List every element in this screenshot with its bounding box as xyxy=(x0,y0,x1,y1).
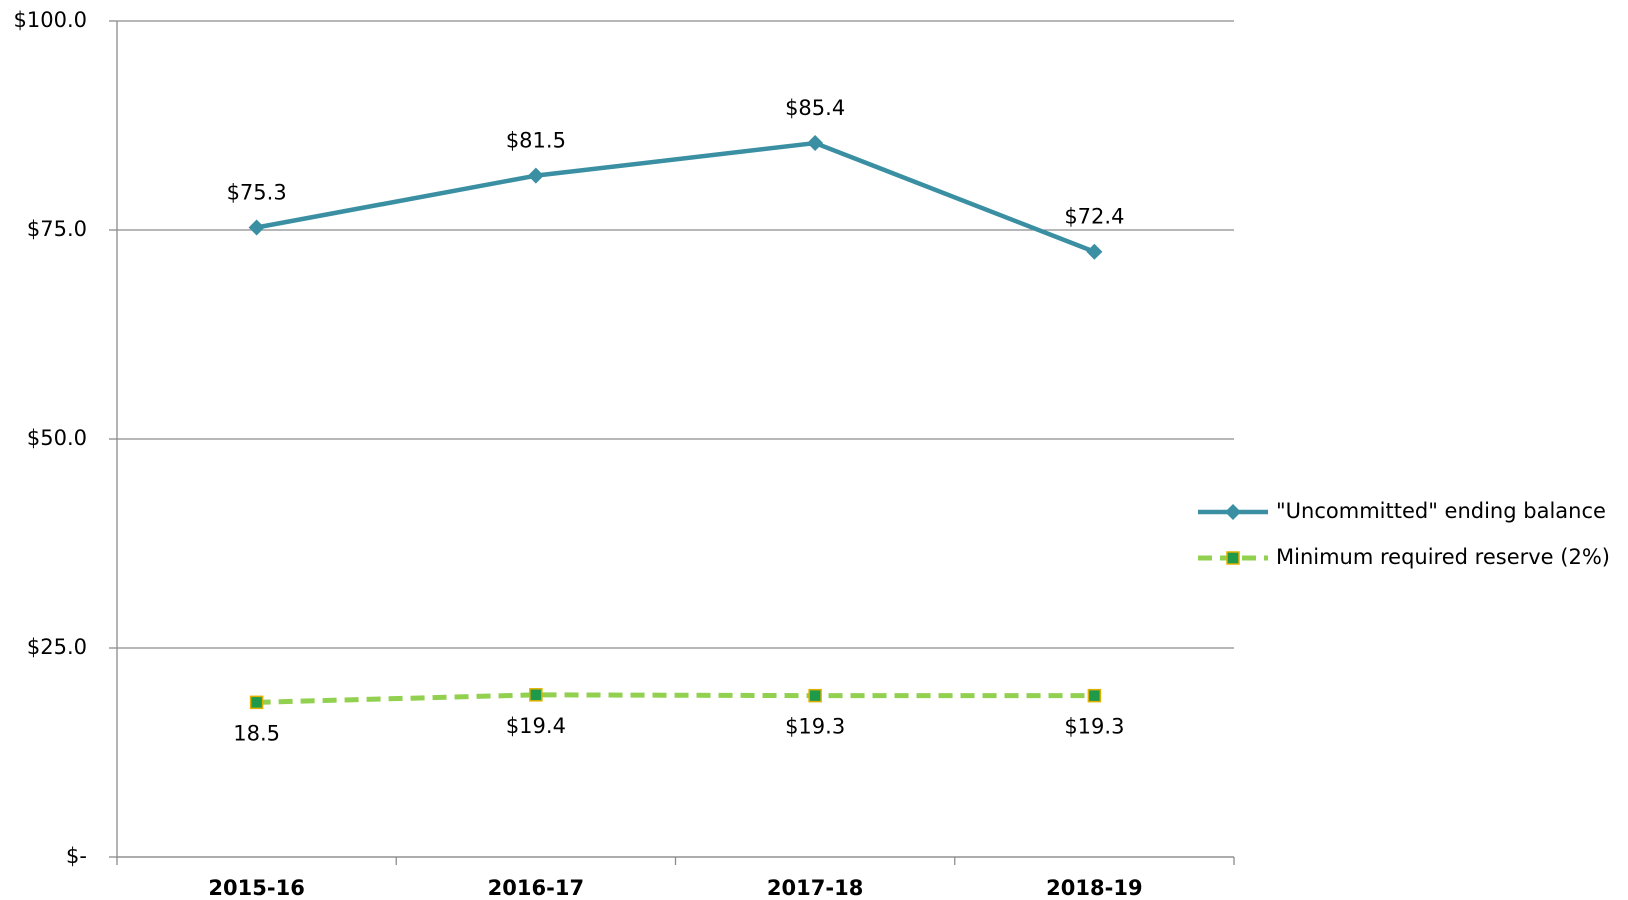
data-point xyxy=(249,695,264,710)
data-label: $19.3 xyxy=(1064,715,1124,739)
data-label: $72.4 xyxy=(1064,205,1124,229)
y-tick-label: $100.0 xyxy=(14,8,87,32)
data-label: 18.5 xyxy=(233,721,280,745)
data-label: $75.3 xyxy=(227,180,287,204)
data-label: $19.3 xyxy=(785,715,845,739)
x-tick-label: 2018-19 xyxy=(1046,876,1142,900)
x-tick-label: 2015-16 xyxy=(208,876,304,900)
legend-label: "Uncommitted" ending balance xyxy=(1276,499,1606,523)
x-tick-label: 2016-17 xyxy=(488,876,584,900)
data-point xyxy=(248,219,265,236)
series-line xyxy=(256,140,1096,254)
legend-marker xyxy=(1226,551,1240,565)
data-label: $85.4 xyxy=(785,96,845,120)
data-point xyxy=(1087,688,1102,703)
y-tick-label: $25.0 xyxy=(27,635,87,659)
legend-label: Minimum required reserve (2%) xyxy=(1276,545,1610,569)
data-point xyxy=(529,688,543,702)
data-point xyxy=(808,688,822,703)
y-tick-label: $50.0 xyxy=(27,426,87,450)
data-label: $19.4 xyxy=(506,714,566,738)
data-point xyxy=(807,135,824,152)
data-point xyxy=(1086,243,1103,260)
series-line xyxy=(256,692,1095,705)
legend-marker xyxy=(1225,504,1241,520)
data-point xyxy=(527,167,544,184)
data-label: $81.5 xyxy=(506,129,566,153)
y-tick-label: $75.0 xyxy=(27,217,87,241)
x-tick-label: 2017-18 xyxy=(767,876,863,900)
y-tick-label: $- xyxy=(66,844,87,868)
